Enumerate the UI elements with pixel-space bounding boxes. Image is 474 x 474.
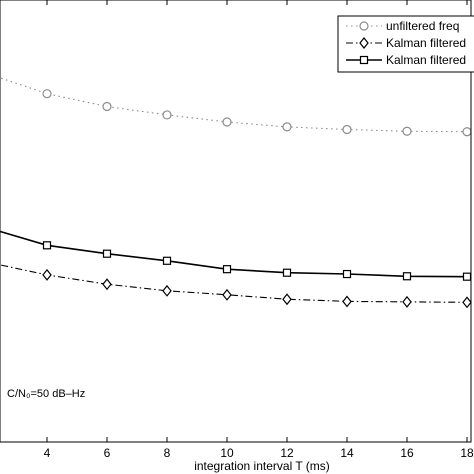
series-3-point-8: [402, 272, 412, 281]
series-3-point-6: [282, 268, 292, 277]
series-1-point-4: [162, 110, 172, 120]
legend-swatch-marker-1: [359, 21, 369, 31]
legend-entry-2: Kalman filtered: [346, 36, 466, 50]
series-3-point-9: [462, 272, 472, 281]
series-3-point-4: [162, 256, 172, 265]
cn0-annotation: C/N₀=50 dB–Hz: [7, 388, 85, 400]
legend-swatch-marker-3: [359, 55, 369, 65]
series-3-point-2: [42, 241, 52, 250]
x-tick-label-4: 4: [44, 446, 51, 460]
series-layer: [0, 77, 472, 309]
series-3-point-3: [102, 249, 112, 258]
series-2-point-9: [462, 296, 472, 309]
series-1-point-9: [462, 127, 472, 137]
ticks-layer: 4 6 8 10 12 14 16 18: [44, 0, 474, 460]
series-1-point-7: [342, 124, 352, 135]
plot-area: [0, 0, 471, 442]
series-1-point-3: [102, 101, 112, 112]
legend: unfiltered freq Kalman filtered Kalman fil…: [337, 15, 474, 73]
axes-layer: [0, 0, 472, 443]
x-tick-label-8: 8: [164, 446, 171, 460]
x-tick-label-12: 12: [280, 446, 294, 460]
series-2-point-5: [222, 288, 232, 301]
series-2-point-8: [402, 295, 412, 308]
series-1-point-8: [402, 126, 412, 136]
x-axis-label: integration interval T (ms): [194, 459, 330, 473]
x-tick-label-18: 18: [460, 446, 474, 460]
x-tick-label-10: 10: [220, 446, 234, 460]
x-tick-label-14: 14: [340, 446, 354, 460]
legend-label-1: unfiltered freq: [386, 19, 459, 33]
series-1-point-2: [42, 89, 52, 99]
series-2-point-7: [342, 295, 352, 308]
x-tick-label-16: 16: [400, 446, 414, 460]
series-2: [0, 264, 472, 309]
series-2-point-6: [282, 293, 292, 306]
legend-entry-1: unfiltered freq: [346, 19, 459, 33]
series-1: [0, 77, 472, 137]
series-2-point-3: [102, 278, 112, 291]
x-tick-label-6: 6: [104, 446, 111, 460]
legend-entries: unfiltered freq Kalman filtered Kalman fil…: [346, 19, 466, 67]
series-3-point-5: [222, 265, 232, 274]
series-3: [0, 230, 472, 281]
legend-swatch-marker-2: [359, 37, 369, 49]
series-2-point-4: [162, 284, 172, 297]
series-3-point-7: [342, 269, 352, 279]
legend-label-2: Kalman filtered: [386, 36, 466, 50]
series-1-point-5: [222, 117, 232, 127]
series-1-point-6: [282, 122, 292, 132]
axes-frame: [0, 0, 472, 443]
legend-entry-3: Kalman filtered: [346, 53, 466, 67]
legend-label-3: Kalman filtered: [386, 53, 466, 67]
series-2-point-2: [42, 268, 52, 281]
